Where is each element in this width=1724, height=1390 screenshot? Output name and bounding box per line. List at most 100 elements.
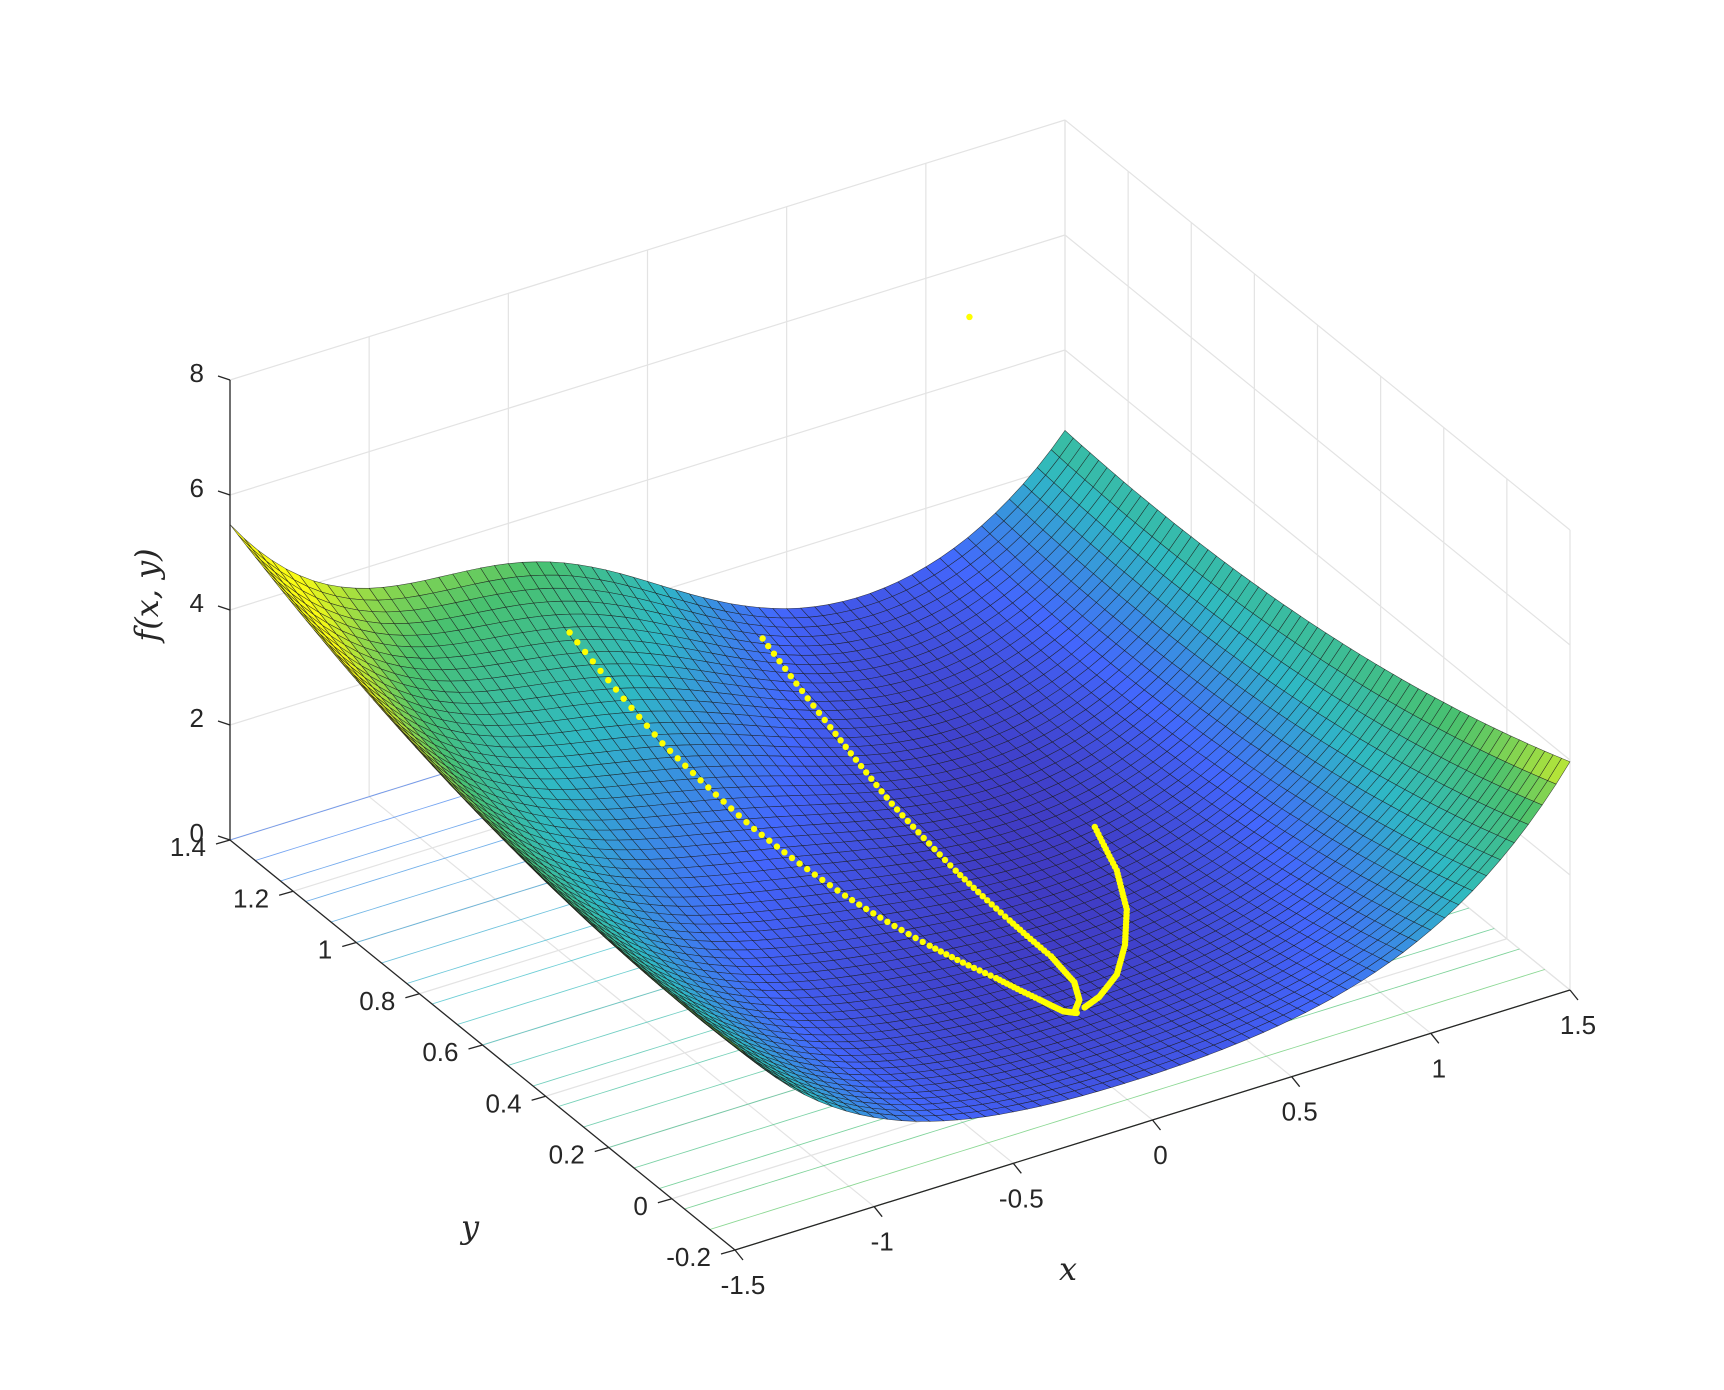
trajectory-1-point: [931, 845, 938, 853]
contour-line: [709, 969, 1545, 1230]
trajectory-1-point: [815, 709, 823, 716]
trajectory-1-point: [832, 730, 839, 737]
y-tick-mark: [405, 993, 420, 999]
trajectory-0-point: [826, 882, 834, 889]
z-axis-label: f(x, y): [128, 548, 166, 643]
x-tick-mark: [1430, 1032, 1440, 1044]
y-tick-label: 0.8: [359, 986, 395, 1016]
trajectory-0-point: [643, 722, 651, 729]
trajectory-0-point: [735, 812, 742, 819]
trajectory-0-point: [705, 784, 712, 791]
trajectory-0-point: [841, 892, 849, 899]
trajectory-1-point: [873, 781, 880, 789]
trajectory-0-point: [856, 901, 863, 908]
trajectory-0-point: [743, 819, 750, 826]
trajectory-0-point: [932, 945, 939, 952]
outlier-point: [966, 313, 973, 321]
trajectory-1-point: [1002, 913, 1009, 920]
trajectory-0-point: [689, 769, 697, 777]
trajectory-0-point: [581, 648, 589, 656]
x-tick-mark: [873, 1206, 883, 1218]
x-tick-mark: [1569, 989, 1579, 1001]
trajectory-0-point: [898, 926, 905, 934]
trajectory-0-point: [819, 876, 826, 884]
trajectory-0-point: [574, 639, 581, 646]
trajectory-0-point: [834, 887, 841, 894]
trajectory-0-point: [766, 837, 773, 844]
trajectory-0-point: [758, 831, 765, 838]
x-tick-mark: [1291, 1076, 1301, 1088]
trajectory-1-point: [909, 823, 917, 830]
trajectory-0-point: [905, 930, 912, 938]
trajectory-1-point: [915, 829, 922, 836]
trajectory-1-point: [883, 794, 890, 801]
trajectory-1-point: [868, 775, 875, 782]
trajectory-0-point: [659, 740, 666, 747]
y-tick-mark: [342, 941, 357, 948]
surface-cell: [243, 537, 267, 562]
trajectory-0-point: [891, 922, 898, 930]
z-tick-label: 2: [190, 703, 204, 733]
trajectory-1-point: [984, 897, 991, 904]
trajectory-0-point: [605, 677, 612, 684]
trajectory-2-point: [1081, 1004, 1088, 1011]
trajectory-1-point: [782, 665, 789, 672]
trajectory-0-point: [796, 860, 803, 867]
trajectory-1-point: [947, 862, 954, 869]
z-tick-label: 0: [190, 818, 204, 848]
z-tick-mark: [217, 490, 231, 496]
grid-right-z-3: [1064, 234, 1571, 646]
y-tick-label: 0.4: [485, 1088, 521, 1118]
y-tick-mark: [468, 1044, 483, 1050]
trajectory-0-point: [697, 777, 704, 784]
trajectory-0-point: [811, 871, 818, 878]
trajectory-0-point: [877, 914, 884, 921]
trajectory-1-point: [793, 680, 800, 687]
trajectory-0-point: [804, 865, 811, 873]
z-tick-label: 8: [190, 358, 204, 388]
trajectory-0-point: [682, 762, 689, 769]
trajectory-0-point: [863, 905, 870, 913]
trajectory-1-point: [925, 840, 933, 847]
trajectory-0-point: [728, 805, 735, 812]
trajectory-0-point: [926, 942, 933, 949]
x-tick-mark: [1012, 1162, 1022, 1174]
y-tick-label: -0.2: [666, 1242, 711, 1272]
trajectory-1-point: [878, 788, 885, 795]
z-tick-mark: [217, 605, 231, 611]
grid-back-z-2: [229, 349, 1066, 611]
trajectory-0-point: [848, 896, 856, 904]
tick-labels: -1.5 -1 -0.5 0 0.5 1 1.5 -0.2 0 0.2 0.4 0.6 0.8 1 1.2 1…: [170, 358, 1596, 1300]
trajectory-0-point: [948, 953, 956, 961]
x-tick-label: 0.5: [1282, 1097, 1318, 1127]
grid-right-z-4: [1064, 119, 1571, 531]
trajectory-1-point: [821, 716, 828, 724]
trajectory-0-point: [620, 695, 627, 702]
x-tick-mark: [1151, 1119, 1162, 1131]
trajectory-1-point: [847, 750, 854, 757]
trajectory-0-point: [720, 798, 727, 805]
y-tick-label: 0.6: [422, 1037, 458, 1067]
trajectory-1-point: [827, 724, 834, 731]
trajectory-1-point: [770, 650, 778, 657]
z-tick-label: 4: [190, 588, 204, 618]
trajectory-0-point: [589, 658, 596, 665]
trajectory-0-point: [970, 964, 978, 972]
y-tick-label: 0.2: [549, 1140, 585, 1170]
z-tick-mark: [217, 375, 231, 381]
trajectory-1-point: [863, 769, 870, 776]
trajectory-1-point: [904, 817, 911, 825]
trajectory-0-point: [566, 629, 573, 636]
y-tick-mark: [720, 1249, 736, 1255]
trajectory-1-point: [759, 635, 766, 642]
trajectory-0-point: [965, 962, 972, 969]
trajectory-1-point: [979, 893, 986, 900]
x-tick-label: 1: [1432, 1053, 1446, 1083]
trajectories: [566, 313, 1131, 1017]
trajectory-0-point: [788, 854, 796, 862]
y-tick-label: 1.2: [233, 883, 269, 913]
trajectory-0-point: [870, 910, 877, 917]
trajectory-0-point: [597, 667, 604, 675]
y-tick-mark: [215, 839, 231, 845]
